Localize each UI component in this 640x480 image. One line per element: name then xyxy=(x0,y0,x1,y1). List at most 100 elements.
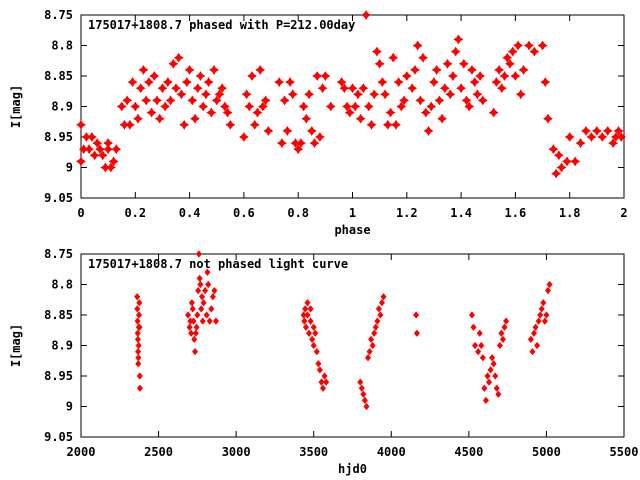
data-point xyxy=(76,156,86,167)
x-tick-label: 1.6 xyxy=(505,206,527,220)
data-point xyxy=(304,89,314,100)
data-point xyxy=(372,46,382,57)
data-point xyxy=(374,317,381,325)
data-point xyxy=(475,71,486,81)
data-point xyxy=(219,101,230,112)
data-point xyxy=(302,323,309,331)
data-point xyxy=(413,311,420,319)
data-point xyxy=(407,83,418,94)
data-point xyxy=(364,354,372,362)
data-point xyxy=(194,311,201,319)
data-point xyxy=(503,317,510,325)
data-point xyxy=(157,83,168,94)
data-point xyxy=(276,138,287,149)
data-point xyxy=(133,113,143,124)
data-point xyxy=(366,347,373,356)
data-point xyxy=(378,299,385,307)
data-point xyxy=(548,144,559,155)
x-tick-label: 3500 xyxy=(299,445,328,459)
data-point xyxy=(168,58,179,69)
data-point xyxy=(190,317,197,325)
data-point xyxy=(111,144,122,155)
x-tick-label: 0.8 xyxy=(287,206,309,220)
data-point xyxy=(499,335,507,344)
data-point xyxy=(469,77,480,88)
x-tick-label: 1.2 xyxy=(396,206,418,220)
data-point xyxy=(217,83,228,94)
data-point xyxy=(597,132,608,142)
data-point xyxy=(134,335,141,344)
data-point xyxy=(477,95,488,106)
data-point xyxy=(363,101,374,112)
data-point xyxy=(527,335,534,344)
data-point xyxy=(249,119,260,130)
chart-title: 175017+1808.7 not phased light curve xyxy=(88,257,348,271)
data-point xyxy=(391,119,401,130)
data-point xyxy=(84,144,95,155)
data-point xyxy=(479,354,486,362)
data-point xyxy=(323,378,330,386)
data-point xyxy=(124,119,135,130)
data-point xyxy=(530,329,538,337)
y-tick-label: 8.95 xyxy=(44,130,73,144)
data-point xyxy=(78,144,89,155)
data-point xyxy=(439,83,450,94)
data-point xyxy=(610,132,621,142)
plot-frame xyxy=(80,253,625,438)
y-tick-label: 8.9 xyxy=(51,100,73,114)
data-point xyxy=(89,150,100,161)
data-point xyxy=(420,107,431,118)
data-series xyxy=(134,250,553,411)
data-point xyxy=(195,250,202,258)
data-point xyxy=(478,341,485,350)
data-point xyxy=(358,384,365,392)
data-point xyxy=(494,64,505,75)
data-point xyxy=(586,132,597,142)
data-point xyxy=(238,132,249,142)
data-point xyxy=(309,138,320,149)
data-point xyxy=(143,77,154,88)
data-point xyxy=(342,101,352,112)
data-point xyxy=(200,299,207,307)
data-point xyxy=(203,311,210,319)
data-point xyxy=(325,101,336,112)
data-point xyxy=(290,138,301,149)
data-point xyxy=(199,317,206,325)
data-point xyxy=(355,113,366,124)
data-point xyxy=(570,156,581,167)
data-point xyxy=(608,138,619,149)
y-tick-label: 9 xyxy=(66,400,73,414)
data-point xyxy=(317,83,328,94)
data-point xyxy=(375,305,382,313)
data-point xyxy=(134,293,141,301)
data-point xyxy=(192,347,199,356)
data-point xyxy=(546,280,553,289)
data-point xyxy=(141,95,152,106)
data-point xyxy=(134,329,141,337)
data-point xyxy=(350,101,361,112)
data-point xyxy=(382,119,393,130)
data-point xyxy=(581,125,591,136)
data-point xyxy=(431,64,442,75)
data-point xyxy=(543,311,550,319)
data-point xyxy=(287,89,298,100)
data-point xyxy=(488,107,499,118)
data-point xyxy=(312,71,323,81)
data-point xyxy=(304,299,311,307)
y-tick-label: 8.8 xyxy=(51,278,73,292)
data-point xyxy=(279,95,290,106)
data-point xyxy=(450,46,461,57)
data-point xyxy=(190,113,200,124)
data-point xyxy=(491,77,502,88)
data-point xyxy=(377,77,388,88)
data-point xyxy=(165,95,176,106)
data-point xyxy=(152,95,162,106)
data-point xyxy=(499,71,510,81)
y-tick-label: 8.85 xyxy=(44,308,73,322)
data-point xyxy=(307,317,314,325)
data-point xyxy=(211,286,218,295)
data-point xyxy=(461,95,472,106)
data-point xyxy=(293,144,304,155)
data-point xyxy=(360,390,367,398)
data-point xyxy=(470,323,477,331)
